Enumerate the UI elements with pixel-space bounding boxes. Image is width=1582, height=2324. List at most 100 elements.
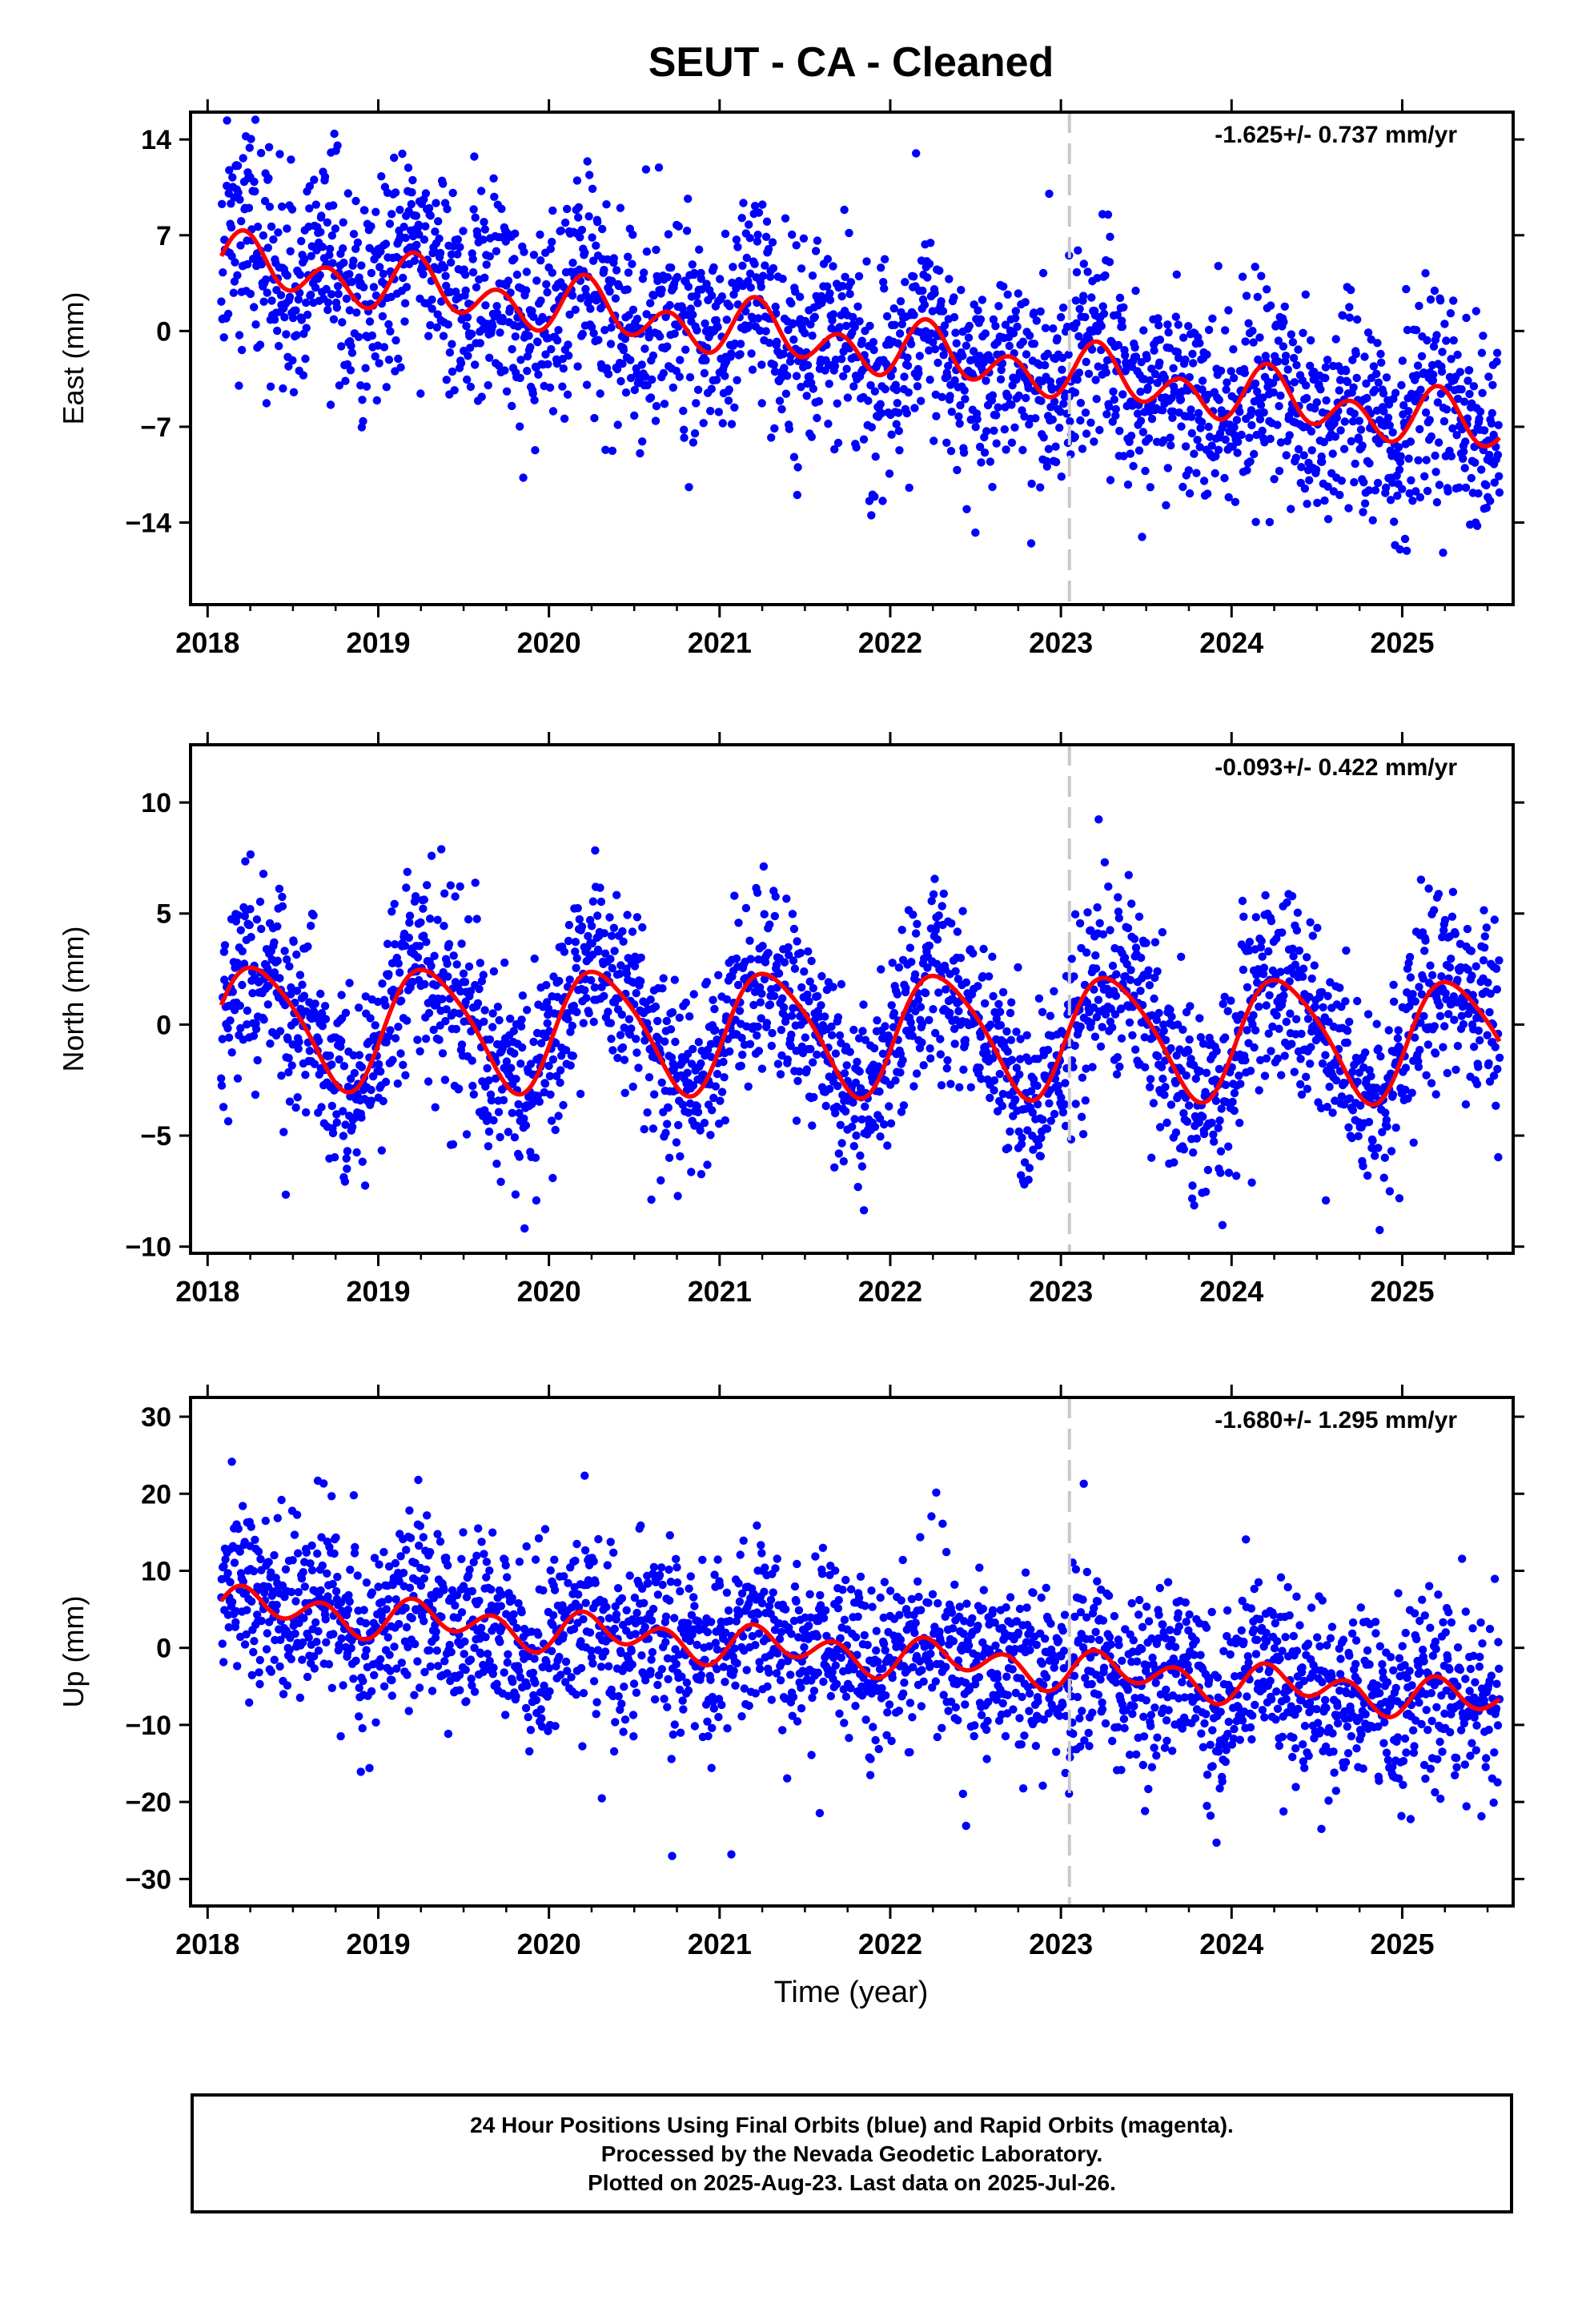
data-point [1143,383,1152,392]
data-point [804,947,813,956]
data-point [233,1662,242,1671]
data-point [482,260,491,269]
data-point [1273,420,1282,429]
data-point [1189,1148,1198,1157]
data-point [298,980,307,989]
data-point [1485,450,1494,460]
data-point [865,321,874,331]
data-point [786,1041,795,1051]
data-point [1193,436,1202,444]
data-point [1406,973,1415,982]
data-point [641,165,651,174]
data-point [873,1016,881,1025]
data-point [943,372,952,381]
data-point [1083,908,1092,917]
data-point [1142,939,1150,947]
data-point [480,225,489,234]
data-point [248,989,257,998]
data-point [833,1013,843,1022]
data-point [894,408,903,417]
data-point [428,296,436,304]
data-point [594,947,603,956]
data-point [1095,919,1104,928]
data-point [711,1082,721,1091]
data-point [646,299,655,308]
data-point [862,257,871,266]
data-point [956,400,965,410]
data-point [480,218,488,227]
data-point [517,1015,526,1024]
data-point [534,370,543,379]
data-point [283,1035,292,1043]
data-point [722,316,731,324]
data-point [390,899,399,909]
data-point [1239,965,1248,975]
data-point [264,143,274,151]
data-point [990,1076,999,1085]
data-point [750,202,760,211]
data-point [1146,1083,1154,1092]
data-point [1224,493,1233,502]
data-point [1215,1116,1224,1125]
data-point [1011,314,1020,323]
data-point [1258,426,1267,436]
data-point [251,1090,260,1100]
data-point [1429,370,1438,379]
data-point [1020,1158,1030,1167]
data-point [333,141,342,150]
data-point [1195,443,1204,452]
data-point [917,1038,926,1047]
data-point [529,312,538,321]
data-point [1022,1031,1031,1040]
data-point [1453,1041,1463,1051]
data-point [908,1031,917,1040]
data-point [869,345,878,355]
data-point [1489,1072,1499,1080]
data-point [877,263,885,272]
data-point [1385,421,1395,430]
data-point [956,954,966,963]
data-point [579,1019,588,1027]
data-point [352,1148,361,1157]
data-point [1323,356,1332,364]
data-point [223,116,231,125]
data-point [797,264,806,273]
data-point [244,203,254,212]
data-point [468,1056,476,1065]
data-point [1239,912,1248,921]
data-point [622,969,632,978]
data-point [295,1037,303,1047]
data-point [1381,1108,1390,1117]
data-point [1220,473,1229,483]
data-point [404,933,413,943]
data-point [641,372,650,381]
data-point [251,115,260,124]
data-point [1129,461,1138,471]
data-point [1281,352,1291,360]
data-point [439,332,448,340]
data-point [1078,1073,1087,1082]
data-point [1495,488,1504,497]
data-point [427,962,436,971]
data-point [788,910,797,919]
data-point [1074,332,1083,341]
data-point [857,1162,867,1171]
data-point [742,253,751,263]
data-point [938,307,948,316]
data-point [636,977,645,986]
data-point [400,223,408,231]
data-point [332,1118,341,1127]
data-point [1276,967,1285,976]
data-point [612,266,621,275]
data-point [1419,368,1428,377]
data-point [1307,446,1316,455]
y-tick-label: 5 [156,899,171,930]
data-point [260,196,270,206]
data-point [1345,1094,1355,1103]
data-point [821,1101,830,1111]
data-point [1267,917,1276,926]
data-point [480,273,489,282]
data-point [982,427,991,436]
data-point [824,420,833,428]
data-point [236,1023,245,1033]
